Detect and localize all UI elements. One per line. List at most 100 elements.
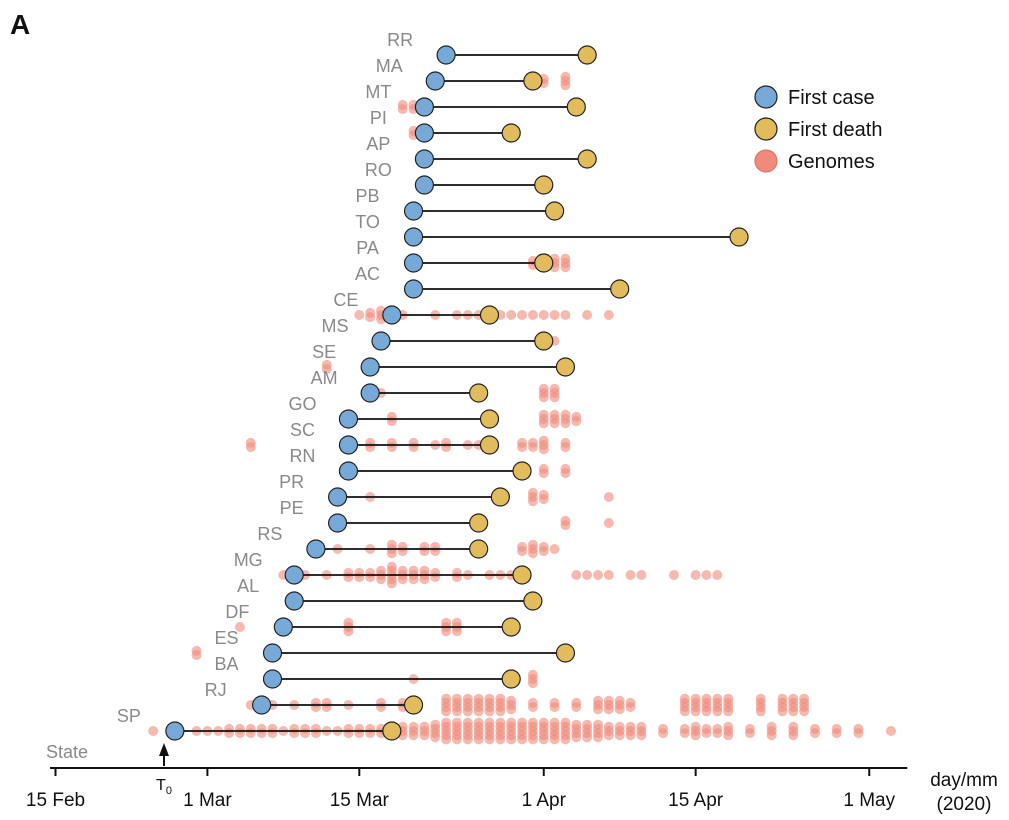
t0-label: T0 [156, 777, 172, 797]
first-death-point-pr [490, 487, 510, 507]
genome-point [527, 702, 538, 713]
genome-point [603, 310, 614, 320]
genome-point [451, 572, 462, 583]
genome-point [636, 570, 647, 580]
genome-point [668, 570, 679, 580]
genome-point [582, 310, 593, 320]
genome-point [603, 704, 614, 715]
genome-point [538, 546, 549, 557]
state-label-go: GO [288, 394, 316, 414]
legend-swatch [754, 149, 778, 173]
genome-point [343, 572, 354, 583]
genome-point [679, 706, 690, 717]
first-death-point-sp [382, 721, 402, 741]
genome-point [224, 728, 235, 739]
genome-point [506, 734, 517, 745]
state-label-ma: MA [376, 56, 403, 76]
first-death-point-al [523, 591, 543, 611]
genome-point [593, 704, 603, 715]
genome-point [245, 728, 256, 739]
genome-point [354, 572, 365, 583]
genome-point [527, 734, 538, 745]
first-case-point-ba [262, 669, 283, 689]
legend: First case First death Genomes [754, 85, 882, 173]
genome-point [603, 570, 614, 580]
first-case-point-mg [284, 565, 304, 585]
state-label-ac: AC [355, 264, 380, 284]
state-label-rn: RN [289, 446, 315, 466]
genome-point [386, 442, 397, 453]
first-case-point-rs [306, 539, 326, 559]
x-tick-label: 15 Apr [668, 790, 724, 811]
genome-point [430, 546, 441, 557]
genome-point [506, 310, 517, 320]
first-case-point-al [284, 591, 304, 611]
genome-point [267, 728, 278, 739]
genome-point [473, 706, 484, 717]
first-death-point-rn [512, 461, 532, 481]
genome-point [766, 730, 777, 741]
first-case-point-se [360, 357, 380, 377]
genome-point [376, 702, 386, 713]
state-label-ms: MS [322, 316, 349, 336]
genome-point [343, 728, 354, 739]
t0-label-main: T [156, 777, 166, 794]
first-death-point-df [501, 617, 521, 637]
genome-point [365, 312, 376, 323]
x-axis-title-line1: day/mm [930, 770, 998, 791]
genome-point [549, 418, 560, 429]
genome-point [712, 570, 723, 580]
first-case-point-sc [338, 435, 359, 455]
genome-point [517, 734, 528, 745]
genome-point [712, 706, 723, 717]
genome-point [744, 728, 755, 739]
first-case-point-es [262, 643, 283, 663]
x-tick-label: 15 Feb [26, 790, 85, 811]
genome-point [885, 726, 896, 736]
legend-swatch [754, 117, 778, 141]
first-case-point-go [338, 409, 359, 429]
state-label-pe: PE [280, 498, 304, 518]
genome-point [245, 442, 256, 453]
state-label-es: ES [214, 628, 238, 648]
genome-point [582, 570, 593, 580]
genome-point [625, 730, 636, 741]
genome-point [560, 310, 571, 320]
genome-point [321, 702, 332, 713]
first-case-point-ma [425, 71, 445, 91]
genome-point [538, 444, 549, 455]
genome-point [191, 650, 202, 661]
genome-point [603, 518, 614, 528]
genome-point [495, 734, 506, 745]
first-death-point-go [479, 409, 500, 429]
genome-point [441, 626, 452, 637]
genome-point [625, 702, 636, 713]
first-death-point-se [555, 357, 576, 377]
x-tick-label: 15 Mar [330, 790, 390, 811]
genome-point [723, 730, 734, 741]
genome-point [560, 418, 571, 429]
genome-point [441, 442, 452, 453]
genome-point [538, 734, 549, 745]
genome-point [799, 706, 810, 717]
genome-point [256, 728, 267, 739]
first-death-point-pb [544, 201, 565, 221]
genome-point [593, 732, 603, 743]
genome-point [289, 728, 300, 739]
genome-point [538, 392, 549, 403]
genome-point [690, 706, 701, 717]
genome-point [712, 728, 723, 739]
first-death-point-ba [501, 669, 521, 689]
genome-point [397, 574, 408, 585]
genome-point [148, 726, 159, 736]
state-label-mg: MG [234, 550, 263, 570]
genome-point [321, 364, 332, 375]
genome-point [441, 706, 452, 717]
first-case-point-ms [371, 331, 391, 351]
genome-point [527, 442, 538, 453]
line-layer [174, 54, 740, 732]
x-tick-label: 1 Apr [522, 790, 567, 811]
genome-point [560, 734, 571, 745]
state-label-df: DF [225, 602, 249, 622]
